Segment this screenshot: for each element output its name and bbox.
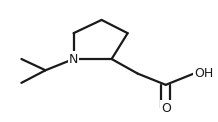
Text: O: O <box>161 102 171 115</box>
Text: N: N <box>69 52 78 66</box>
Text: OH: OH <box>194 67 213 80</box>
